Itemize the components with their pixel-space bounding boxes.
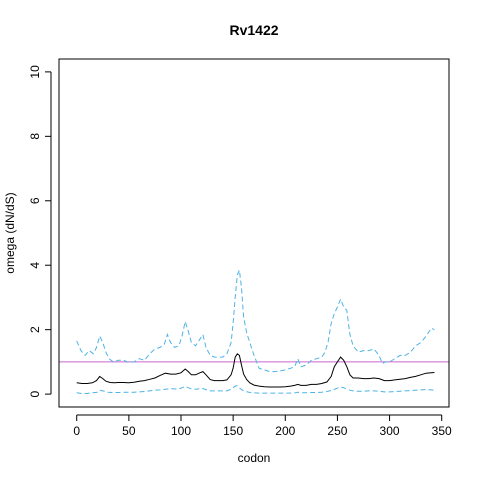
y-tick-label: 2 (28, 326, 42, 333)
y-tick-label: 0 (28, 390, 42, 397)
x-axis-title: codon (238, 451, 271, 465)
x-tick-label: 0 (73, 424, 80, 438)
chart-title: Rv1422 (229, 22, 278, 38)
plot-frame (58, 58, 450, 408)
x-tick-label: 200 (275, 424, 295, 438)
series-line-2 (76, 385, 435, 394)
y-axis-title: omega (dN/dS) (3, 192, 17, 273)
series-line-1 (76, 353, 435, 388)
y-tick-label: 10 (28, 65, 42, 79)
x-tick-label: 250 (327, 424, 347, 438)
x-tick-label: 150 (223, 424, 243, 438)
x-tick-label: 350 (432, 424, 452, 438)
x-tick-label: 300 (380, 424, 400, 438)
x-tick-label: 100 (171, 424, 191, 438)
plot-layer: 0 50 100 150 200 250 300 350 0 2 4 6 8 10 (28, 65, 452, 438)
y-tick-label: 6 (28, 197, 42, 204)
y-tick-label: 8 (28, 133, 42, 140)
x-tick-label: 50 (122, 424, 136, 438)
series-line-0 (76, 268, 435, 373)
y-tick-label: 4 (28, 262, 42, 269)
